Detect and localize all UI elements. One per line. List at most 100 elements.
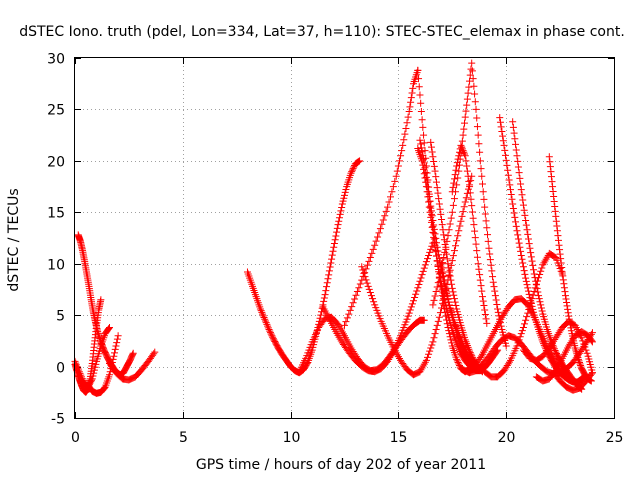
data-point	[465, 177, 473, 185]
data-point	[111, 345, 119, 353]
data-point	[577, 362, 585, 370]
data-point	[264, 324, 272, 332]
data-point	[431, 230, 439, 238]
data-point	[328, 251, 336, 259]
data-point	[463, 189, 471, 197]
data-point	[458, 145, 466, 153]
data-point	[105, 371, 113, 379]
data-point	[466, 183, 474, 191]
data-point	[514, 231, 522, 239]
data-point	[423, 178, 431, 186]
data-point	[420, 159, 428, 167]
data-point	[448, 188, 456, 196]
data-point	[512, 146, 520, 154]
data-point	[416, 277, 424, 285]
data-point	[418, 116, 426, 124]
data-point	[484, 237, 492, 245]
data-point	[582, 346, 590, 354]
data-point	[492, 296, 500, 304]
data-point	[363, 279, 371, 287]
data-point	[113, 335, 121, 343]
data-point	[465, 83, 473, 91]
data-point	[348, 168, 356, 176]
data-point	[443, 291, 451, 299]
data-point	[524, 287, 532, 295]
data-point	[343, 314, 351, 322]
data-point	[481, 210, 489, 218]
series-arc-main-5	[341, 66, 422, 329]
axis-ticks	[75, 58, 615, 419]
data-point	[399, 141, 407, 149]
data-point	[430, 225, 438, 233]
data-point	[429, 217, 437, 225]
data-point	[417, 144, 425, 152]
data-point	[459, 147, 467, 155]
data-point	[422, 173, 430, 181]
data-point	[548, 178, 556, 186]
data-point	[468, 208, 476, 216]
data-point	[552, 217, 560, 225]
data-point	[476, 271, 484, 279]
data-point	[417, 107, 425, 115]
data-point	[518, 327, 526, 335]
data-point	[437, 210, 445, 218]
data-point	[560, 284, 568, 292]
data-point	[421, 261, 429, 269]
data-point	[499, 137, 507, 145]
data-point	[550, 345, 558, 353]
data-point	[460, 125, 468, 133]
data-point	[445, 302, 453, 310]
data-point	[514, 339, 522, 347]
data-point	[129, 350, 137, 358]
data-point	[92, 360, 100, 368]
series-arc-main-4	[358, 172, 476, 379]
data-point	[581, 343, 589, 351]
data-point	[527, 253, 535, 261]
data-point	[448, 257, 456, 265]
data-point	[505, 176, 513, 184]
data-point	[538, 264, 546, 272]
series-arc-main-14	[466, 295, 584, 387]
data-point	[433, 283, 441, 291]
data-point	[435, 313, 443, 321]
data-point	[523, 226, 531, 234]
data-point	[459, 347, 467, 355]
data-point	[563, 298, 571, 306]
data-point	[450, 295, 458, 303]
data-point	[471, 227, 479, 235]
data-point	[555, 241, 563, 249]
data-point	[407, 303, 415, 311]
data-point	[462, 194, 470, 202]
data-point	[519, 259, 527, 267]
y-tick-label: 15	[47, 206, 65, 222]
data-point	[90, 366, 98, 374]
data-point	[364, 282, 372, 290]
data-point	[575, 357, 583, 365]
data-point	[417, 274, 425, 282]
data-point	[375, 229, 383, 237]
data-point	[105, 323, 113, 331]
series-arc-early-e	[105, 348, 159, 384]
data-point	[112, 342, 120, 350]
data-point	[518, 191, 526, 199]
data-point	[576, 358, 584, 366]
series-arc-main-8	[416, 136, 480, 371]
data-point	[95, 333, 103, 341]
data-point	[475, 265, 483, 273]
data-point	[431, 292, 439, 300]
series-arc-main-1	[243, 157, 364, 377]
data-point	[352, 291, 360, 299]
data-point	[587, 370, 595, 378]
data-point	[491, 292, 499, 300]
data-point	[356, 280, 364, 288]
data-point	[476, 276, 484, 284]
data-point	[367, 292, 375, 300]
data-point	[434, 317, 442, 325]
data-point	[328, 255, 336, 263]
data-point	[459, 208, 467, 216]
data-point	[457, 217, 465, 225]
data-point	[525, 240, 533, 248]
data-point	[522, 277, 530, 285]
data-point	[440, 231, 448, 239]
